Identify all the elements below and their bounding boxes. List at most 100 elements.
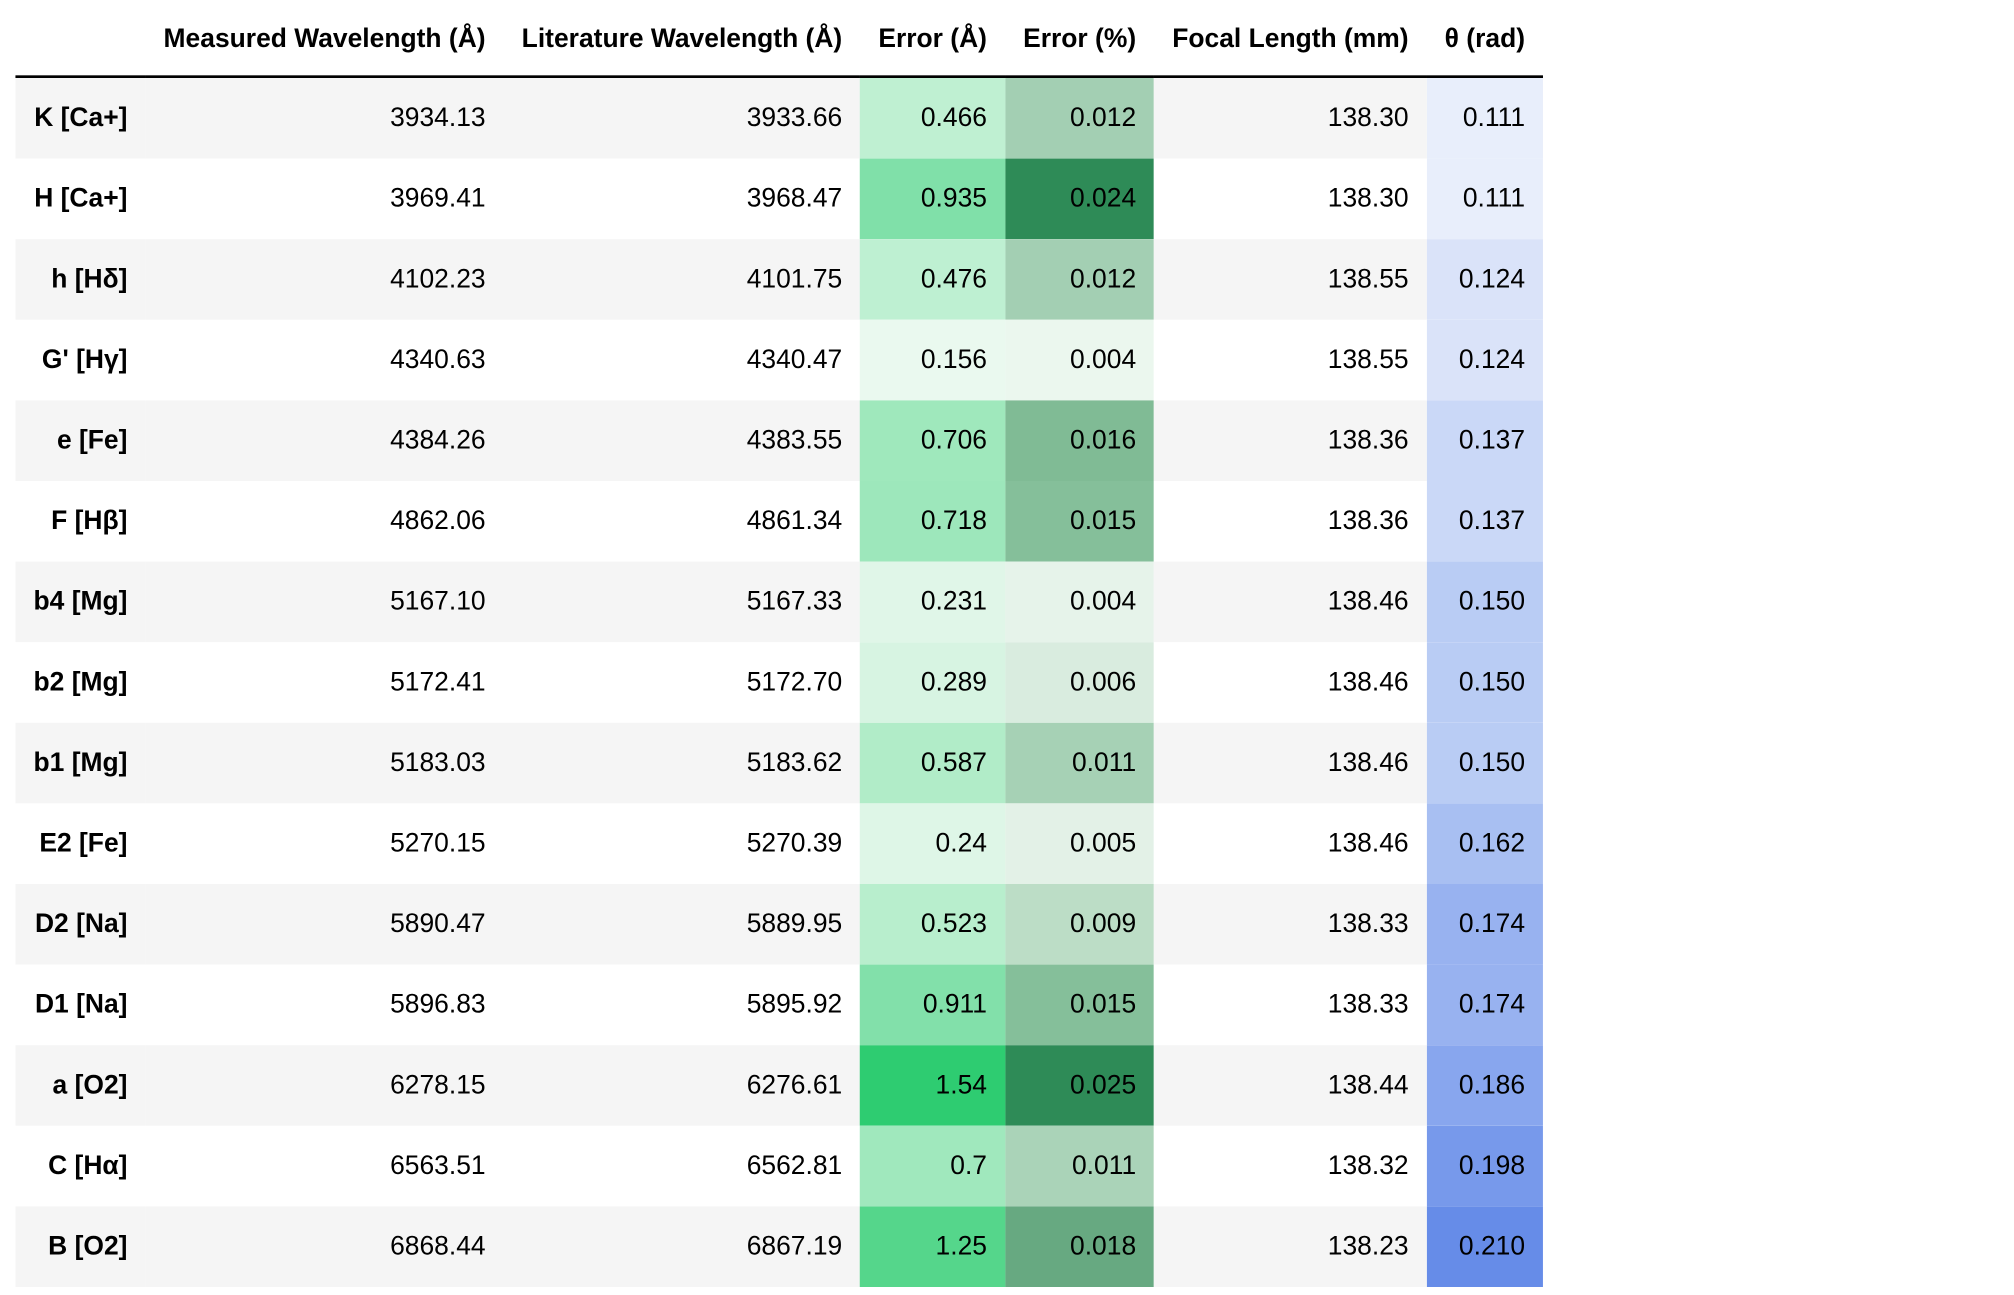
table-row: F [Hβ] 4862.06 4861.34 0.718 0.015 138.36 0.13… [15, 480, 1544, 562]
measured-wavelength-cell: 3934.13 [390, 102, 486, 133]
literature-wavelength-cell: 6562.81 [746, 1150, 843, 1181]
literature-wavelength-cell: 3933.66 [746, 102, 843, 133]
measured-wavelength-cell: 5896.83 [390, 989, 486, 1020]
measured-wavelength-cell: 4862.06 [390, 505, 486, 536]
error-angstrom-cell: 0.706 [860, 400, 1006, 481]
literature-wavelength-cell: 5889.95 [746, 908, 843, 939]
literature-wavelength-cell: 5172.70 [746, 666, 843, 697]
literature-wavelength-cell: 5270.39 [746, 828, 843, 858]
table-row: b4 [Mg] 5167.10 5167.33 0.231 0.004 138.46 0.1… [15, 561, 1544, 643]
focal-length-cell: 138.23 [1327, 1231, 1409, 1261]
theta-cell: 0.137 [1426, 400, 1544, 481]
error-angstrom-cell: 1.25 [860, 1206, 1006, 1287]
error-percent-cell: 0.011 [1005, 722, 1155, 804]
table-row: E2 [Fe] 5270.15 5270.39 0.24 0.005 138.46 0.16… [15, 803, 1544, 884]
focal-length-cell: 138.55 [1327, 344, 1409, 375]
header-theta: θ (rad) [1426, 2, 1544, 78]
error-percent-cell: 0.015 [1005, 480, 1155, 562]
literature-wavelength-cell: 4383.55 [746, 425, 843, 455]
literature-wavelength-cell: 5183.62 [746, 747, 843, 778]
measured-wavelength-cell: 6278.15 [390, 1069, 486, 1100]
table-row: C [Hα] 6563.51 6562.81 0.7 0.011 138.32 0.198 [15, 1125, 1544, 1207]
header-measured-wavelength: Measured Wavelength (Å) [145, 2, 504, 78]
measured-wavelength-cell: 4102.23 [390, 263, 486, 294]
measured-wavelength-cell: 5167.10 [390, 586, 486, 617]
error-angstrom-cell: 0.156 [860, 319, 1006, 401]
literature-wavelength-cell: 5167.33 [746, 586, 843, 617]
error-percent-cell: 0.004 [1005, 319, 1155, 401]
error-angstrom-cell: 0.476 [860, 239, 1006, 320]
measured-wavelength-cell: 5172.41 [390, 666, 486, 697]
literature-wavelength-cell: 4861.34 [746, 505, 843, 536]
measured-wavelength-cell: 4340.63 [390, 344, 486, 375]
error-percent-cell: 0.005 [1005, 803, 1155, 884]
focal-length-cell: 138.44 [1327, 1069, 1409, 1100]
spectral-lines-table: Measured Wavelength (Å) Literature Wavel… [15, 2, 1544, 1287]
error-angstrom-cell: 0.24 [860, 803, 1006, 884]
table-row: b2 [Mg] 5172.41 5172.70 0.289 0.006 138.46 0.1… [15, 642, 1544, 723]
error-percent-cell: 0.004 [1005, 561, 1155, 643]
focal-length-cell: 138.46 [1327, 828, 1409, 858]
theta-cell: 0.124 [1426, 239, 1544, 320]
error-percent-cell: 0.024 [1005, 158, 1155, 240]
header-index [15, 2, 146, 78]
focal-length-cell: 138.46 [1327, 666, 1409, 697]
error-percent-cell: 0.012 [1005, 239, 1155, 320]
focal-length-cell: 138.32 [1327, 1150, 1409, 1181]
row-label: D1 [Na] [34, 989, 128, 1020]
focal-length-cell: 138.36 [1327, 505, 1409, 536]
row-label: b2 [Mg] [33, 666, 128, 697]
error-angstrom-cell: 0.231 [860, 561, 1006, 643]
theta-cell: 0.162 [1426, 803, 1544, 884]
row-label: b4 [Mg] [33, 586, 128, 617]
header-row: Measured Wavelength (Å) Literature Wavel… [15, 2, 1544, 78]
row-label: K [Ca+] [34, 102, 128, 133]
theta-cell: 0.111 [1426, 76, 1544, 159]
table-row: H [Ca+] 3969.41 3968.47 0.935 0.024 138.30 0.1… [15, 158, 1544, 240]
focal-length-cell: 138.55 [1327, 263, 1409, 294]
row-label: h [Hδ] [51, 263, 128, 294]
literature-wavelength-cell: 6276.61 [746, 1069, 843, 1100]
theta-cell: 0.186 [1426, 1045, 1544, 1126]
literature-wavelength-cell: 5895.92 [746, 989, 843, 1020]
error-percent-cell: 0.012 [1005, 76, 1155, 159]
header-literature-wavelength: Literature Wavelength (Å) [503, 2, 861, 78]
row-label: e [Fe] [56, 425, 128, 455]
measured-wavelength-cell: 5890.47 [390, 908, 486, 939]
measured-wavelength-cell: 6563.51 [390, 1150, 486, 1181]
error-percent-cell: 0.011 [1005, 1125, 1155, 1207]
literature-wavelength-cell: 4340.47 [746, 344, 843, 375]
row-label: E2 [Fe] [39, 828, 128, 858]
header-error-percent: Error (%) [1005, 2, 1155, 78]
table-body: K [Ca+] 3934.13 3933.66 0.466 0.012 138.30 0.1… [15, 76, 1544, 1287]
theta-cell: 0.150 [1426, 642, 1544, 723]
error-percent-cell: 0.018 [1005, 1206, 1155, 1287]
measured-wavelength-cell: 4384.26 [390, 425, 486, 455]
table-row: b1 [Mg] 5183.03 5183.62 0.587 0.011 138.46 0.1… [15, 722, 1544, 804]
theta-cell: 0.150 [1426, 722, 1544, 804]
error-angstrom-cell: 0.718 [860, 480, 1006, 562]
theta-cell: 0.111 [1426, 158, 1544, 240]
table-row: G' [Hγ] 4340.63 4340.47 0.156 0.004 138.55 0.1… [15, 319, 1544, 401]
table-row: D2 [Na] 5890.47 5889.95 0.523 0.009 138.33 0.1… [15, 883, 1544, 965]
table-row: B [O2] 6868.44 6867.19 1.25 0.018 138.23 0.210 [15, 1206, 1544, 1287]
error-angstrom-cell: 0.935 [860, 158, 1006, 240]
focal-length-cell: 138.36 [1327, 425, 1409, 455]
row-label: D2 [Na] [34, 908, 128, 939]
focal-length-cell: 138.46 [1327, 586, 1409, 617]
focal-length-cell: 138.30 [1327, 102, 1409, 133]
theta-cell: 0.150 [1426, 561, 1544, 643]
focal-length-cell: 138.33 [1327, 908, 1409, 939]
table-row: K [Ca+] 3934.13 3933.66 0.466 0.012 138.30 0.1… [15, 76, 1544, 159]
error-percent-cell: 0.006 [1005, 642, 1155, 723]
error-angstrom-cell: 0.7 [860, 1125, 1006, 1207]
theta-cell: 0.137 [1426, 480, 1544, 562]
error-angstrom-cell: 0.587 [860, 722, 1006, 804]
focal-length-cell: 138.46 [1327, 747, 1409, 778]
error-angstrom-cell: 0.911 [860, 964, 1006, 1046]
literature-wavelength-cell: 3968.47 [746, 183, 843, 214]
row-label: B [O2] [48, 1231, 128, 1261]
row-label: H [Ca+] [34, 183, 128, 214]
row-label: F [Hβ] [51, 505, 128, 536]
table-row: h [Hδ] 4102.23 4101.75 0.476 0.012 138.55 0.12… [15, 239, 1544, 320]
